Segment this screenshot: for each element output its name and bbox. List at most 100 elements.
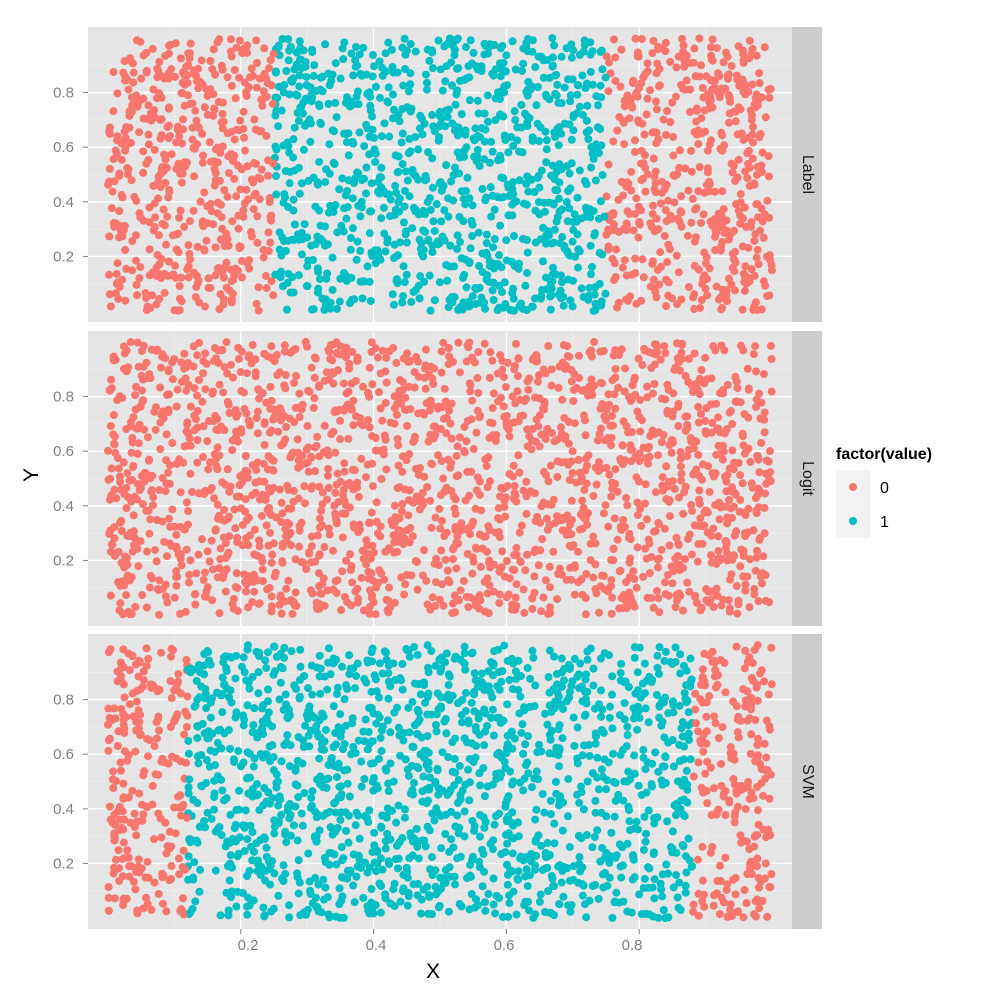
scatter-point bbox=[627, 167, 636, 176]
scatter-point bbox=[134, 562, 143, 571]
scatter-point bbox=[165, 103, 174, 112]
scatter-point bbox=[544, 342, 553, 351]
scatter-point bbox=[723, 556, 732, 565]
scatter-point bbox=[518, 148, 527, 157]
scatter-point bbox=[616, 82, 625, 91]
scatter-point bbox=[545, 583, 554, 592]
scatter-point bbox=[762, 252, 771, 261]
scatter-point bbox=[105, 495, 114, 504]
scatter-point bbox=[208, 65, 217, 74]
scatter-point bbox=[142, 358, 151, 367]
scatter-point bbox=[548, 34, 557, 43]
scatter-point bbox=[315, 452, 324, 461]
scatter-point bbox=[736, 105, 745, 114]
scatter-point bbox=[193, 458, 202, 467]
scatter-point bbox=[275, 695, 284, 704]
scatter-point bbox=[435, 107, 444, 116]
scatter-point bbox=[435, 595, 444, 604]
scatter-point bbox=[753, 854, 762, 863]
scatter-point bbox=[485, 158, 494, 167]
scatter-point bbox=[473, 374, 482, 383]
scatter-point bbox=[597, 297, 606, 306]
scatter-point bbox=[722, 48, 731, 57]
scatter-point bbox=[225, 409, 234, 418]
scatter-point bbox=[613, 126, 622, 135]
scatter-point bbox=[240, 146, 249, 155]
scatter-point bbox=[315, 100, 324, 109]
scatter-point bbox=[658, 762, 667, 771]
scatter-point bbox=[444, 344, 453, 353]
scatter-point bbox=[339, 379, 348, 388]
scatter-point bbox=[754, 260, 763, 269]
scatter-point bbox=[233, 533, 242, 542]
scatter-point bbox=[675, 701, 684, 710]
scatter-point bbox=[642, 454, 651, 463]
scatter-point bbox=[186, 556, 195, 565]
scatter-point bbox=[398, 660, 407, 669]
scatter-point bbox=[382, 465, 391, 474]
scatter-point bbox=[715, 498, 724, 507]
scatter-point bbox=[308, 45, 317, 54]
scatter-point bbox=[631, 268, 640, 277]
scatter-point bbox=[695, 163, 704, 172]
scatter-point bbox=[460, 270, 469, 279]
scatter-point bbox=[247, 175, 256, 184]
scatter-point bbox=[559, 301, 568, 310]
scatter-point bbox=[328, 368, 337, 377]
scatter-point bbox=[352, 255, 361, 264]
scatter-point bbox=[370, 828, 379, 837]
scatter-point bbox=[218, 109, 227, 118]
scatter-point bbox=[309, 71, 318, 80]
scatter-point bbox=[105, 232, 114, 241]
scatter-point bbox=[344, 838, 353, 847]
scatter-point bbox=[315, 604, 324, 613]
scatter-point bbox=[601, 289, 610, 298]
scatter-point bbox=[730, 286, 739, 295]
scatter-point bbox=[468, 396, 477, 405]
scatter-point bbox=[608, 254, 617, 263]
scatter-point bbox=[585, 283, 594, 292]
scatter-point bbox=[436, 524, 445, 533]
scatter-point bbox=[406, 107, 415, 116]
scatter-point bbox=[694, 450, 703, 459]
scatter-point bbox=[113, 89, 122, 98]
scatter-point bbox=[253, 238, 262, 247]
scatter-point bbox=[602, 192, 611, 201]
scatter-point bbox=[523, 550, 532, 559]
scatter-point bbox=[440, 206, 449, 215]
scatter-point bbox=[310, 61, 319, 70]
scatter-point bbox=[421, 227, 430, 236]
scatter-point bbox=[643, 170, 652, 179]
scatter-point bbox=[445, 262, 454, 271]
scatter-point bbox=[537, 52, 546, 61]
scatter-point bbox=[295, 542, 304, 551]
scatter-point bbox=[730, 267, 739, 276]
scatter-point bbox=[521, 566, 530, 575]
scatter-point bbox=[366, 106, 375, 115]
scatter-point bbox=[641, 480, 650, 489]
scatter-point bbox=[230, 174, 239, 183]
scatter-point bbox=[410, 368, 419, 377]
scatter-point bbox=[166, 131, 175, 140]
scatter-point bbox=[640, 151, 649, 160]
scatter-point bbox=[128, 266, 137, 275]
scatter-point bbox=[489, 587, 498, 596]
scatter-point bbox=[703, 291, 712, 300]
scatter-point bbox=[468, 220, 477, 229]
scatter-point bbox=[379, 203, 388, 212]
scatter-point bbox=[348, 578, 357, 587]
scatter-point bbox=[338, 533, 347, 542]
scatter-point bbox=[252, 83, 261, 92]
scatter-point bbox=[332, 304, 341, 313]
scatter-point bbox=[193, 351, 202, 360]
scatter-point bbox=[394, 461, 403, 470]
scatter-point bbox=[513, 136, 522, 145]
scatter-point bbox=[359, 606, 368, 615]
scatter-point bbox=[384, 38, 393, 47]
scatter-point bbox=[668, 736, 677, 745]
scatter-point bbox=[353, 168, 362, 177]
scatter-point bbox=[450, 504, 459, 513]
scatter-point bbox=[155, 610, 164, 619]
scatter-point bbox=[749, 138, 758, 147]
scatter-point bbox=[460, 146, 469, 155]
